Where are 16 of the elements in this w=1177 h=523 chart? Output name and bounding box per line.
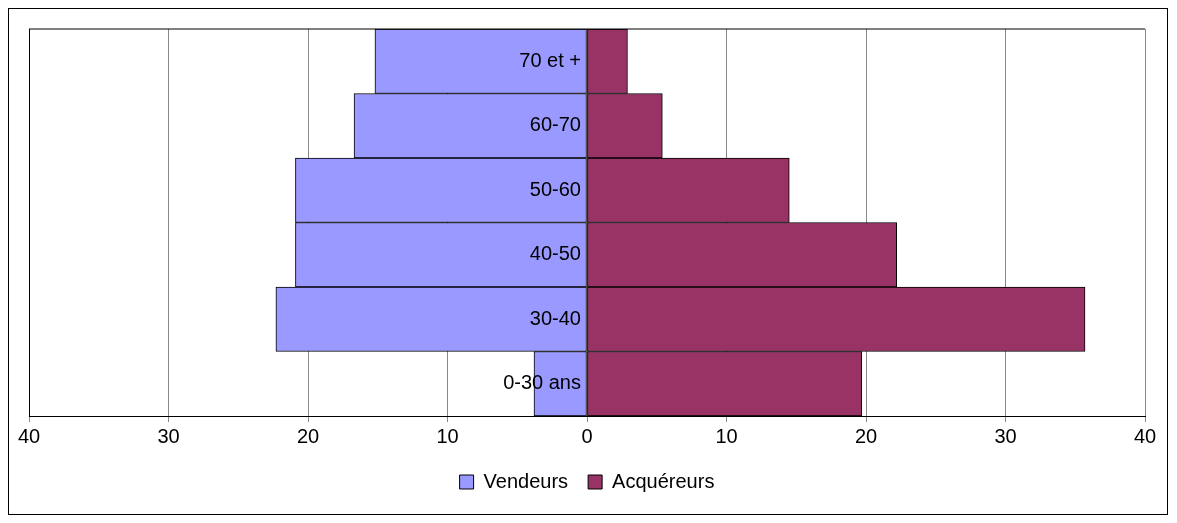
- x-tick-label: 10: [436, 424, 459, 447]
- y-tick-label: 30-40: [529, 306, 581, 329]
- x-tick-label: 30: [994, 424, 1017, 447]
- y-tick-label: 70 et +: [519, 48, 581, 71]
- y-tick-label: 60-70: [529, 113, 581, 136]
- y-tick-label: 40-50: [529, 242, 581, 265]
- y-tick-label: 50-60: [529, 177, 581, 200]
- x-tick-label: 20: [296, 424, 320, 447]
- x-tick-label: 20: [854, 424, 878, 447]
- legend-label: Vendeurs: [483, 469, 569, 492]
- legend-label: Acquéreurs: [612, 469, 715, 492]
- x-tick-label: 10: [715, 424, 738, 447]
- x-tick-label: 40: [17, 424, 41, 447]
- x-tick-label: 0: [581, 424, 593, 447]
- x-tick-label: 40: [1133, 424, 1157, 447]
- x-tick-label: 30: [157, 424, 180, 447]
